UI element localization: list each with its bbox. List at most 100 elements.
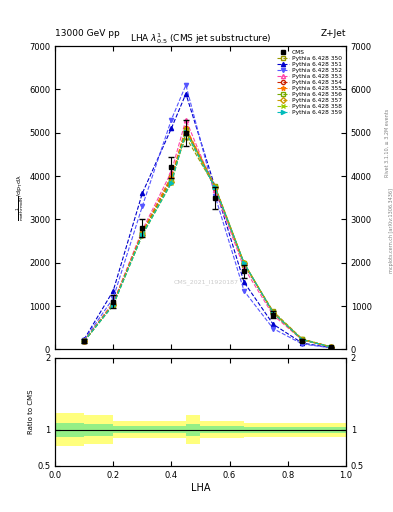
Pythia 6.428 354 xyxy=(271,310,275,316)
Pythia 6.428 351 xyxy=(300,340,305,346)
Pythia 6.428 359 xyxy=(82,338,86,345)
Pythia 6.428 350 xyxy=(213,184,217,190)
Line: Pythia 6.428 358: Pythia 6.428 358 xyxy=(82,130,333,349)
Pythia 6.428 355 xyxy=(111,301,116,307)
Pythia 6.428 353 xyxy=(111,300,116,306)
Line: Pythia 6.428 356: Pythia 6.428 356 xyxy=(82,127,333,349)
Pythia 6.428 353 xyxy=(242,265,246,271)
Line: Pythia 6.428 350: Pythia 6.428 350 xyxy=(82,135,333,349)
Pythia 6.428 356 xyxy=(169,177,174,183)
Pythia 6.428 356 xyxy=(82,338,86,345)
Pythia 6.428 357 xyxy=(300,336,305,343)
Pythia 6.428 351 xyxy=(242,279,246,285)
Pythia 6.428 359 xyxy=(111,302,116,308)
Text: CMS_2021_I1920187: CMS_2021_I1920187 xyxy=(174,280,239,286)
Pythia 6.428 354 xyxy=(169,175,174,181)
Pythia 6.428 353 xyxy=(82,338,86,344)
Line: Pythia 6.428 354: Pythia 6.428 354 xyxy=(82,126,333,349)
Pythia 6.428 354 xyxy=(111,301,116,307)
Pythia 6.428 352 xyxy=(140,203,145,209)
Pythia 6.428 359 xyxy=(184,129,188,135)
Pythia 6.428 358 xyxy=(111,302,116,308)
Text: Rivet 3.1.10, ≥ 3.2M events: Rivet 3.1.10, ≥ 3.2M events xyxy=(385,109,389,178)
Pythia 6.428 354 xyxy=(300,336,305,343)
Pythia 6.428 354 xyxy=(242,261,246,267)
Pythia 6.428 350 xyxy=(184,134,188,140)
Pythia 6.428 356 xyxy=(213,183,217,189)
Line: Pythia 6.428 352: Pythia 6.428 352 xyxy=(82,83,333,350)
Pythia 6.428 357 xyxy=(329,344,334,350)
Line: Pythia 6.428 357: Pythia 6.428 357 xyxy=(82,130,333,349)
Pythia 6.428 353 xyxy=(140,227,145,233)
Pythia 6.428 358 xyxy=(271,310,275,316)
Pythia 6.428 357 xyxy=(184,129,188,135)
Pythia 6.428 359 xyxy=(242,260,246,266)
Pythia 6.428 350 xyxy=(140,229,145,236)
Pythia 6.428 358 xyxy=(242,260,246,266)
Pythia 6.428 351 xyxy=(213,184,217,190)
Pythia 6.428 352 xyxy=(329,345,334,351)
Pythia 6.428 356 xyxy=(271,309,275,315)
Pythia 6.428 355 xyxy=(184,124,188,131)
Pythia 6.428 356 xyxy=(184,126,188,133)
Legend: CMS, Pythia 6.428 350, Pythia 6.428 351, Pythia 6.428 352, Pythia 6.428 353, Pyt: CMS, Pythia 6.428 350, Pythia 6.428 351,… xyxy=(275,49,343,116)
Pythia 6.428 351 xyxy=(169,125,174,132)
Pythia 6.428 354 xyxy=(213,185,217,191)
Pythia 6.428 353 xyxy=(300,337,305,343)
Pythia 6.428 359 xyxy=(329,344,334,350)
Text: Z+Jet: Z+Jet xyxy=(320,29,346,38)
Pythia 6.428 358 xyxy=(140,232,145,239)
Pythia 6.428 356 xyxy=(242,260,246,266)
Pythia 6.428 353 xyxy=(169,168,174,175)
Pythia 6.428 350 xyxy=(111,300,116,306)
Pythia 6.428 359 xyxy=(213,184,217,190)
Pythia 6.428 359 xyxy=(271,310,275,316)
Pythia 6.428 351 xyxy=(271,321,275,327)
Title: LHA $\lambda^{1}_{0.5}$ (CMS jet substructure): LHA $\lambda^{1}_{0.5}$ (CMS jet substru… xyxy=(130,31,271,46)
Pythia 6.428 352 xyxy=(184,82,188,88)
Pythia 6.428 355 xyxy=(82,338,86,344)
Pythia 6.428 352 xyxy=(111,295,116,302)
Pythia 6.428 355 xyxy=(329,344,334,350)
Pythia 6.428 356 xyxy=(329,344,334,350)
Pythia 6.428 358 xyxy=(184,129,188,135)
Pythia 6.428 354 xyxy=(140,230,145,237)
Pythia 6.428 352 xyxy=(213,193,217,199)
Pythia 6.428 357 xyxy=(82,338,86,345)
Pythia 6.428 354 xyxy=(82,338,86,344)
Text: 13000 GeV pp: 13000 GeV pp xyxy=(55,29,120,38)
Pythia 6.428 352 xyxy=(242,288,246,294)
Pythia 6.428 351 xyxy=(140,190,145,197)
Pythia 6.428 352 xyxy=(300,341,305,347)
Pythia 6.428 352 xyxy=(169,117,174,123)
Pythia 6.428 355 xyxy=(242,260,246,266)
Pythia 6.428 359 xyxy=(300,336,305,343)
X-axis label: LHA: LHA xyxy=(191,482,210,493)
Pythia 6.428 357 xyxy=(242,260,246,266)
Pythia 6.428 352 xyxy=(271,326,275,332)
Y-axis label: Ratio to CMS: Ratio to CMS xyxy=(28,390,34,434)
Line: Pythia 6.428 351: Pythia 6.428 351 xyxy=(82,92,333,350)
Y-axis label: $\mathrm{\frac{1}{mathrm{d}N} / \mathrm{d}p_T \mathrm{d}\lambda}$: $\mathrm{\frac{1}{mathrm{d}N} / \mathrm{… xyxy=(14,175,26,221)
Pythia 6.428 358 xyxy=(329,344,334,350)
Pythia 6.428 353 xyxy=(184,117,188,123)
Pythia 6.428 351 xyxy=(329,345,334,351)
Pythia 6.428 355 xyxy=(271,309,275,315)
Pythia 6.428 355 xyxy=(169,174,174,180)
Pythia 6.428 350 xyxy=(242,262,246,268)
Pythia 6.428 355 xyxy=(300,336,305,343)
Pythia 6.428 354 xyxy=(184,125,188,132)
Pythia 6.428 353 xyxy=(329,344,334,350)
Pythia 6.428 350 xyxy=(300,336,305,342)
Pythia 6.428 359 xyxy=(140,232,145,238)
Pythia 6.428 355 xyxy=(213,182,217,188)
Pythia 6.428 356 xyxy=(140,230,145,237)
Text: mcplots.cern.ch [arXiv:1306.3436]: mcplots.cern.ch [arXiv:1306.3436] xyxy=(389,188,393,273)
Pythia 6.428 354 xyxy=(329,344,334,350)
Pythia 6.428 356 xyxy=(300,336,305,343)
Pythia 6.428 351 xyxy=(184,91,188,97)
Pythia 6.428 358 xyxy=(300,336,305,343)
Pythia 6.428 350 xyxy=(329,344,334,350)
Pythia 6.428 359 xyxy=(169,180,174,186)
Pythia 6.428 351 xyxy=(82,336,86,343)
